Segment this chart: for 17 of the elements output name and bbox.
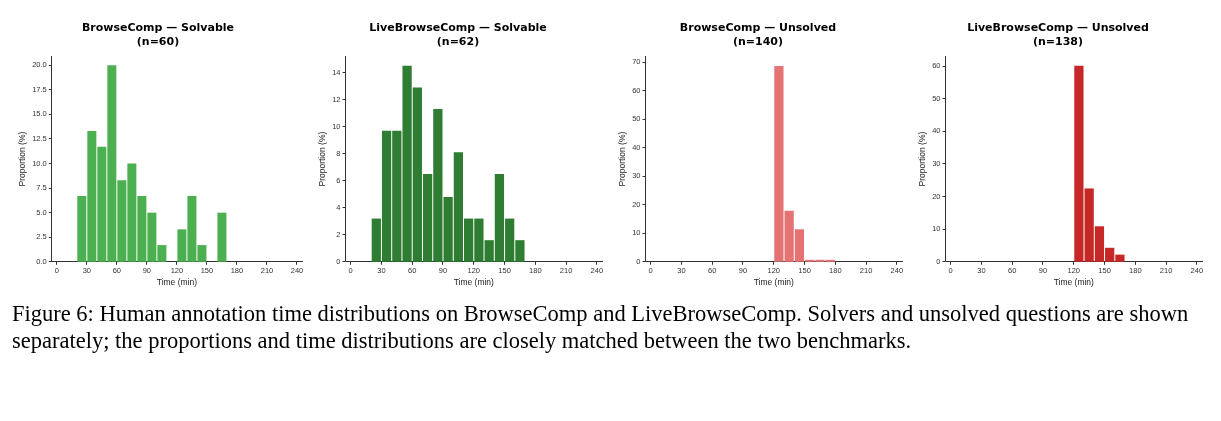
chart-subtitle: (n=60) [136, 34, 180, 48]
chart-title: LiveBrowseComp — Solvable [369, 21, 547, 35]
y-axis-title: Proportion (%) [617, 131, 628, 187]
x-axis-title: Time (min) [1053, 277, 1095, 288]
chart-subtitle: (n=138) [1032, 34, 1084, 48]
chart-title: LiveBrowseComp — Unsolved [967, 21, 1149, 35]
y-axis-title: Proportion (%) [317, 131, 328, 187]
chart-title: BrowseComp — Solvable [81, 21, 235, 35]
chart-subtitle: (n=140) [732, 34, 784, 48]
x-axis-title: Time (min) [753, 277, 795, 288]
caption: Figure 6: Human annotation time distributions on BrowseComp and LiveBrowseComp. Solvers and unsolved questions are shown separately; the proportions and time distributions are closely matched between the two benchmarks. [12, 300, 1190, 354]
x-axis-title: Time (min) [453, 277, 495, 288]
chart-subtitle: (n=62) [436, 34, 480, 48]
y-axis-title: Proportion (%) [917, 131, 928, 187]
y-axis-title: Proportion (%) [17, 131, 28, 187]
x-axis-title: Time (min) [156, 277, 198, 288]
chart-title: BrowseComp — Unsolved [679, 21, 837, 35]
